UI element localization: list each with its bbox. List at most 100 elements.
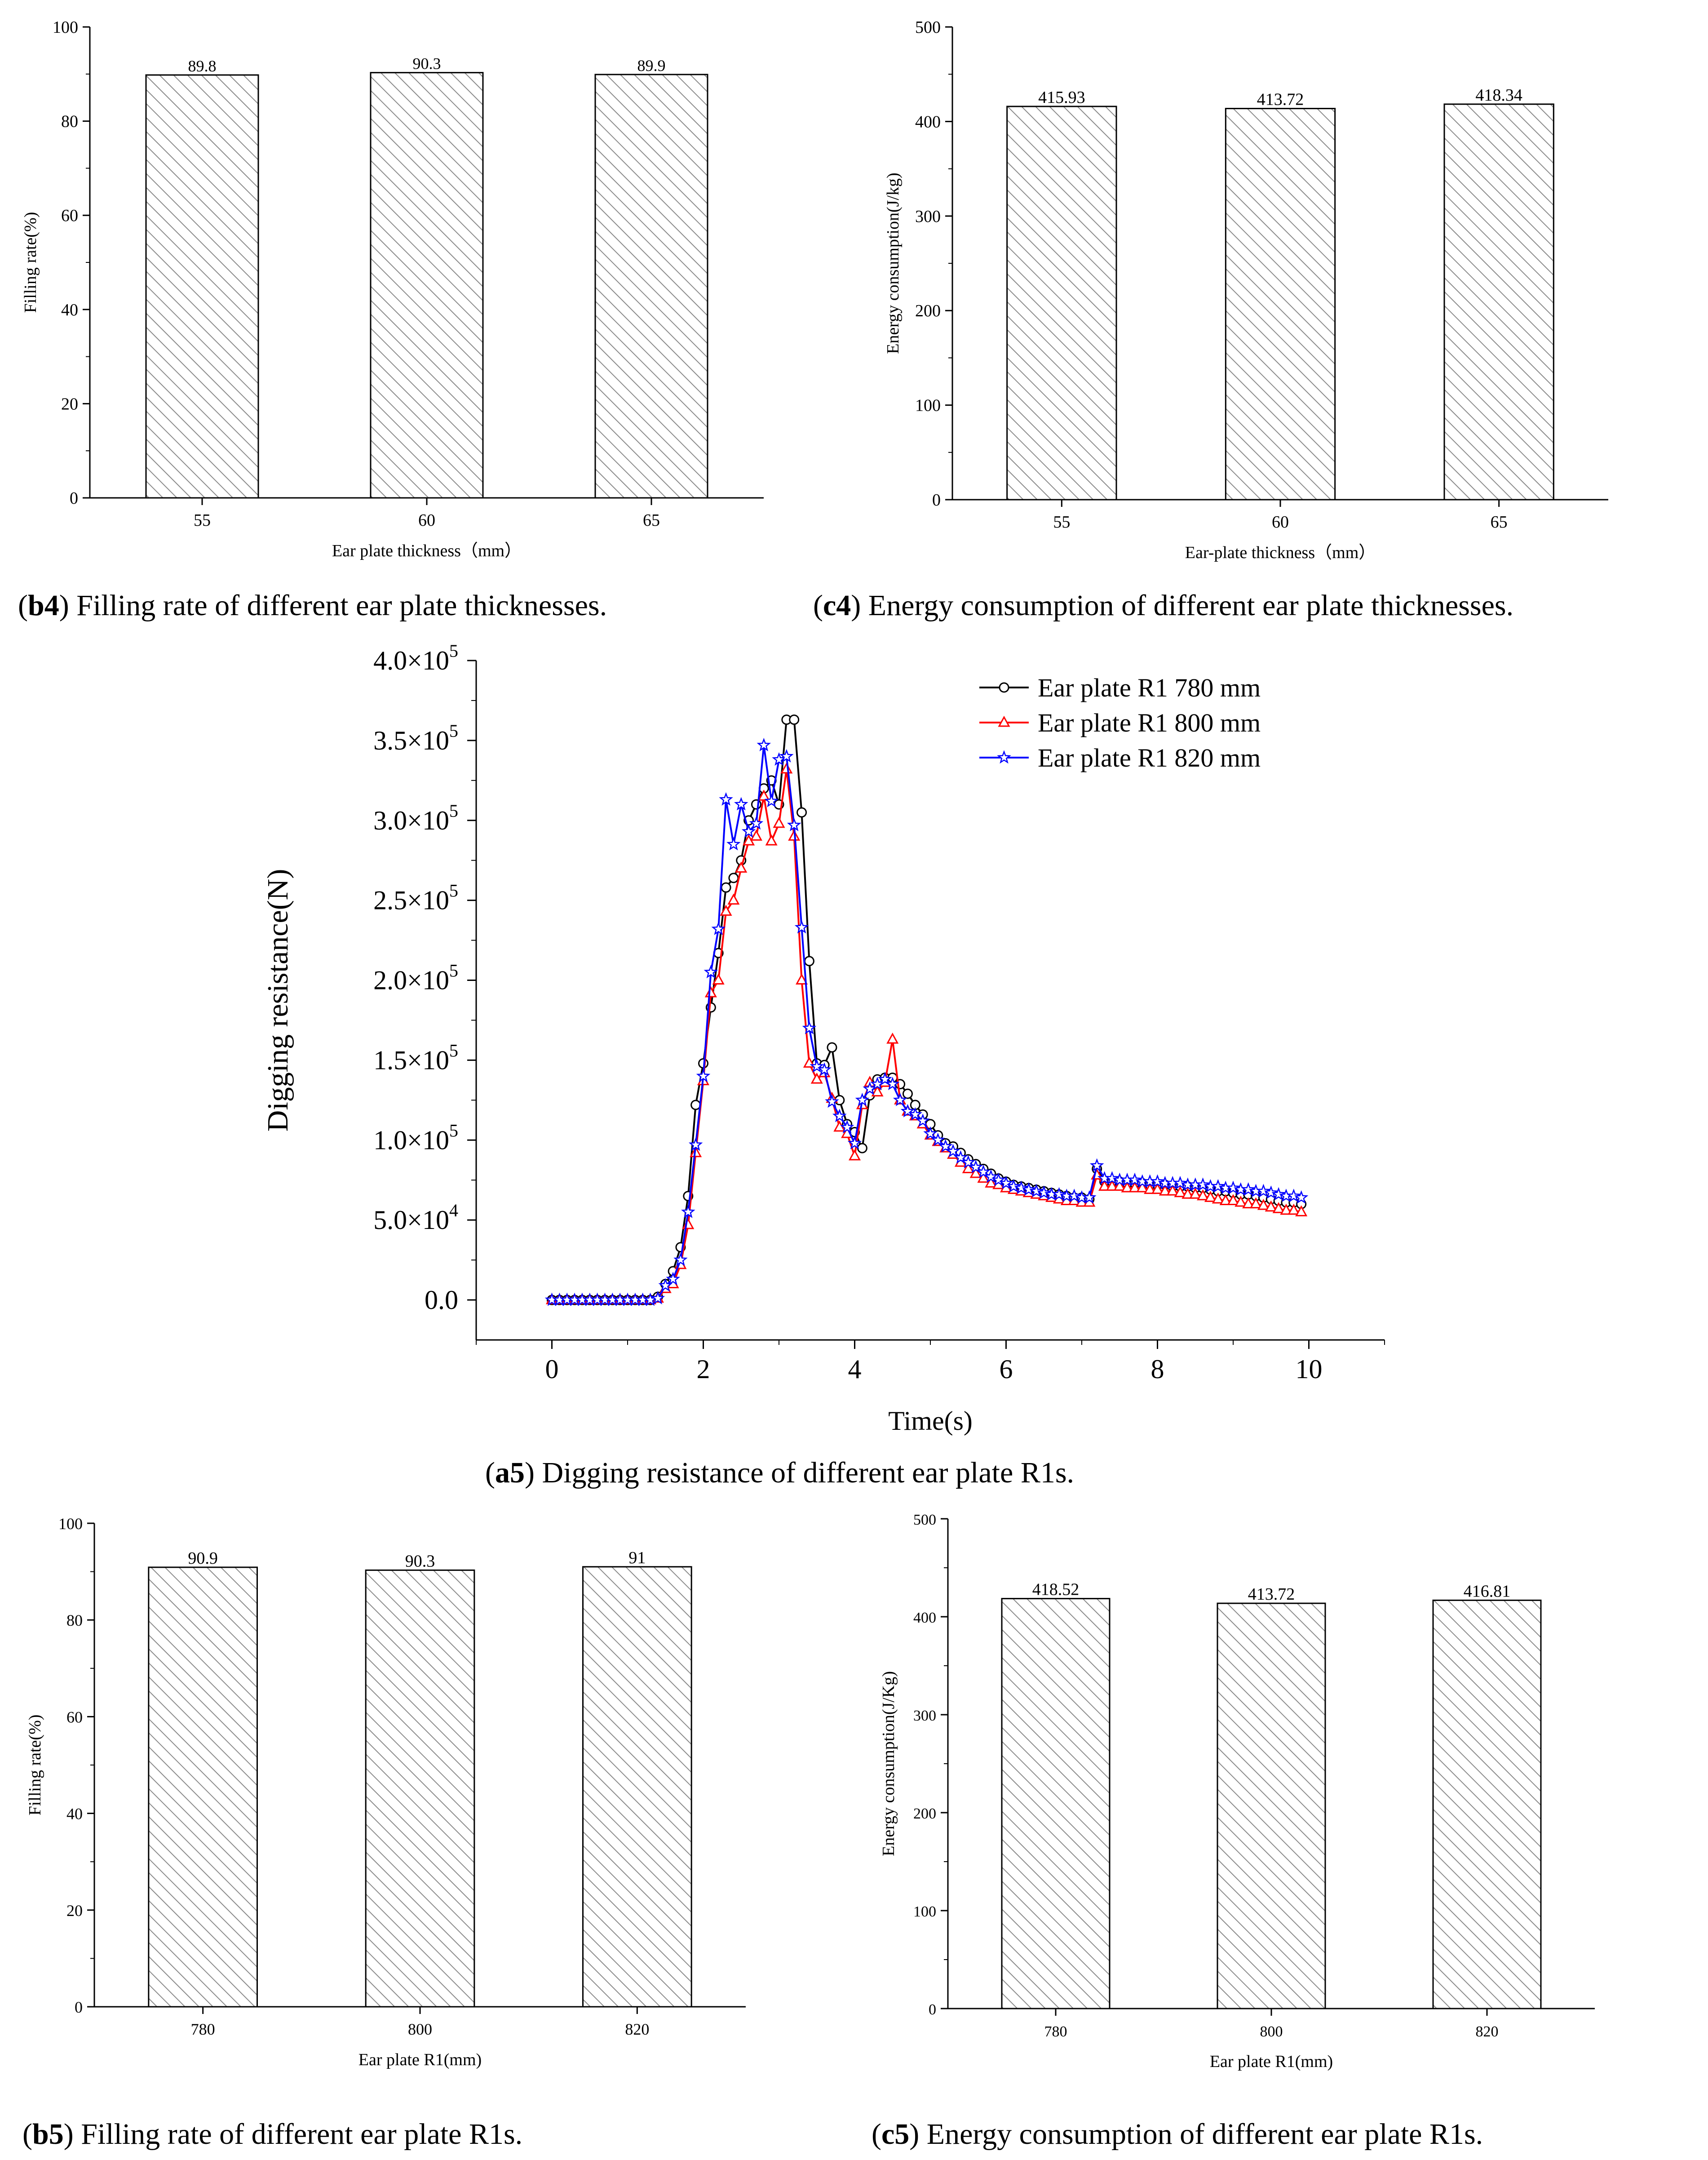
data-point xyxy=(1250,1197,1262,1209)
data-point xyxy=(962,1162,974,1173)
bar-value-label: 418.34 xyxy=(1475,86,1522,105)
data-point xyxy=(1226,1180,1240,1194)
x-tick-label: 6 xyxy=(1000,1354,1013,1384)
y-tick-label: 100 xyxy=(53,18,78,37)
x-tick-label: 4 xyxy=(848,1354,862,1384)
legend-marker xyxy=(999,682,1009,693)
caption-a5: (a5) Digging resistance of different ear… xyxy=(485,1456,1075,1489)
data-point xyxy=(673,1252,688,1266)
data-point xyxy=(1144,1183,1156,1194)
data-point xyxy=(1082,1190,1097,1204)
y-tick-label: 2.5×105 xyxy=(373,881,458,915)
x-tick-label: 0 xyxy=(545,1354,559,1384)
data-point xyxy=(726,837,741,851)
x-tick-label: 800 xyxy=(1260,2023,1283,2040)
x-tick-label: 820 xyxy=(625,2020,649,2038)
data-point xyxy=(772,752,786,766)
bar-780 xyxy=(1001,1598,1111,2009)
y-tick-label: 80 xyxy=(61,112,78,131)
data-point xyxy=(1295,1205,1308,1216)
data-point xyxy=(827,1042,837,1053)
y-tick-label: 300 xyxy=(913,1708,936,1724)
data-point xyxy=(976,1164,991,1178)
data-point xyxy=(991,1172,1006,1186)
data-point xyxy=(1067,1189,1081,1202)
data-point xyxy=(1105,1171,1119,1185)
data-point xyxy=(1280,1203,1292,1215)
legend-label: Ear plate R1 800 mm xyxy=(1038,708,1261,737)
data-point xyxy=(727,893,740,905)
data-point xyxy=(696,1069,711,1082)
y-tick-exponent: 4 xyxy=(449,1200,458,1220)
x-tick-label: 55 xyxy=(1053,513,1070,532)
y-tick-label: 20 xyxy=(66,1902,83,1920)
y-tick-exponent: 5 xyxy=(449,641,458,661)
data-point xyxy=(1166,1184,1179,1196)
data-point xyxy=(1235,1195,1247,1207)
data-point xyxy=(796,973,808,985)
data-point xyxy=(969,1166,982,1178)
data-point xyxy=(1128,1172,1142,1186)
caption-a5-label: a5 xyxy=(495,1456,525,1489)
y-tick-exponent: 5 xyxy=(449,1040,458,1060)
caption-c4: (c4) Energy consumption of different ear… xyxy=(813,589,1514,622)
y-tick-label: 4.0×105 xyxy=(373,641,458,675)
series-line xyxy=(552,719,1302,1301)
data-point xyxy=(1106,1180,1118,1191)
y-tick-label: 5.0×104 xyxy=(373,1200,458,1235)
y-axis-title: Filling rate(%) xyxy=(21,212,40,313)
y-tick-label: 0 xyxy=(929,2001,936,2018)
data-point xyxy=(650,1291,665,1304)
bar-value-label: 416.81 xyxy=(1464,1582,1511,1601)
bar-65 xyxy=(594,74,708,499)
y-tick-label: 2.0×105 xyxy=(373,961,458,995)
x-tick-label: 2 xyxy=(697,1354,710,1384)
data-point xyxy=(773,816,785,828)
data-point xyxy=(765,834,778,846)
data-point xyxy=(712,973,725,985)
y-tick-label: 1.5×105 xyxy=(373,1040,458,1075)
x-tick-label: 60 xyxy=(418,511,435,530)
legend-label: Ear plate R1 780 mm xyxy=(1038,673,1261,702)
data-point xyxy=(1212,1192,1224,1204)
bar-820 xyxy=(582,1566,692,2008)
data-point xyxy=(961,1155,975,1169)
data-point xyxy=(825,1094,839,1108)
data-point xyxy=(931,1132,945,1146)
y-axis-title: Energy consumption(J/Kg) xyxy=(879,1671,898,1856)
y-tick-label: 0 xyxy=(932,491,941,510)
y-tick-label: 100 xyxy=(913,1903,936,1920)
data-point xyxy=(735,861,748,873)
bar-value-label: 90.9 xyxy=(188,1549,218,1568)
bar-value-label: 90.3 xyxy=(405,1552,435,1570)
data-point xyxy=(804,956,814,967)
data-point xyxy=(969,1160,983,1174)
bar-800 xyxy=(365,1569,475,2008)
data-point xyxy=(719,792,733,806)
y-tick-exponent: 5 xyxy=(449,961,458,981)
data-point xyxy=(840,1120,854,1134)
bar-value-label: 415.93 xyxy=(1038,88,1085,107)
y-tick-exponent: 5 xyxy=(449,881,458,901)
data-point xyxy=(1052,1187,1066,1201)
y-tick-label: 200 xyxy=(913,1805,936,1822)
data-point xyxy=(1294,1190,1309,1204)
data-point xyxy=(1181,1188,1194,1199)
data-point xyxy=(789,714,800,725)
legend-item: Ear plate R1 780 mm xyxy=(979,673,1261,702)
x-tick-label: 780 xyxy=(191,2020,215,2038)
data-point xyxy=(1257,1199,1270,1210)
data-point xyxy=(923,1126,938,1140)
data-point xyxy=(885,1077,900,1091)
x-axis-title: Ear plate R1(mm) xyxy=(358,2050,482,2069)
caption-b4-text: Filling rate of different ear plate thic… xyxy=(76,589,607,622)
data-point xyxy=(721,882,731,893)
x-axis-title: Ear-plate thickness（mm） xyxy=(1185,543,1376,562)
data-point xyxy=(871,1085,884,1097)
data-point xyxy=(741,824,756,838)
y-tick-label: 0 xyxy=(75,1998,83,2016)
legend-marker xyxy=(997,750,1011,764)
data-point xyxy=(1159,1184,1171,1196)
y-tick-label: 400 xyxy=(915,112,941,131)
data-point xyxy=(1189,1188,1202,1199)
